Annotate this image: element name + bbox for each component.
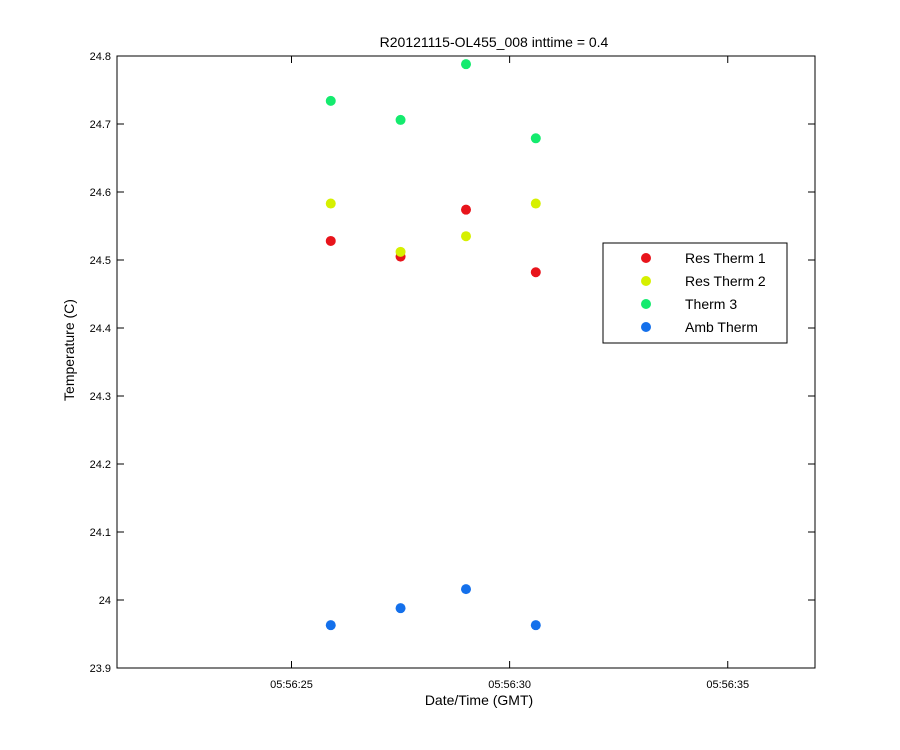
- data-point-series-3: [325, 95, 336, 106]
- x-tick-label: 05:56:35: [706, 679, 749, 691]
- y-tick-label: 24.1: [90, 527, 111, 539]
- y-axis-ticks: 23.9 24 24.1 24.2 24.3 24.4 24.5 24.6 24.7 24.8: [90, 51, 815, 675]
- x-tick-label: 05:56:25: [270, 679, 313, 691]
- y-tick-label: 24.8: [90, 51, 111, 63]
- legend: Res Therm 1 Res Therm 2 Therm 3 Amb Therm: [602, 242, 788, 344]
- data-point-series-4: [530, 620, 541, 631]
- data-point-series-4: [395, 603, 406, 614]
- data-point-series-3: [530, 133, 541, 144]
- y-tick-label: 24.4: [90, 323, 111, 335]
- data-point-series-4: [461, 584, 471, 595]
- y-tick-label: 24: [99, 595, 111, 607]
- data-points: [325, 59, 541, 631]
- y-tick-label: 23.9: [90, 663, 111, 675]
- data-point-series-3: [461, 59, 471, 70]
- legend-marker: [641, 322, 651, 332]
- chart-title: R20121115-OL455_008 inttime = 0.4: [380, 34, 609, 50]
- legend-marker: [641, 253, 651, 263]
- legend-label: Therm 3: [685, 296, 737, 312]
- data-point-series-2: [395, 246, 406, 257]
- legend-label: Res Therm 2: [685, 273, 766, 289]
- data-point-series-2: [461, 231, 471, 242]
- legend-marker: [641, 276, 651, 286]
- legend-label: Res Therm 1: [685, 250, 766, 266]
- y-tick-label: 24.2: [90, 459, 111, 471]
- data-point-series-1: [325, 235, 336, 246]
- data-point-series-3: [395, 114, 406, 125]
- x-axis-label: Date/Time (GMT): [425, 692, 533, 708]
- data-point-series-1: [461, 204, 471, 215]
- data-point-series-1: [530, 267, 541, 278]
- data-point-series-4: [325, 620, 336, 631]
- y-tick-label: 24.5: [90, 255, 111, 267]
- plot-area: [116, 55, 816, 669]
- legend-box: [602, 242, 788, 344]
- x-tick-label: 05:56:30: [488, 679, 531, 691]
- legend-marker: [641, 299, 651, 309]
- y-tick-label: 24.7: [90, 119, 111, 131]
- y-axis-label: Temperature (C): [61, 299, 77, 401]
- x-axis-ticks: 05:56:25 05:56:30 05:56:35: [270, 56, 749, 691]
- data-point-series-2: [530, 198, 541, 209]
- y-tick-label: 24.3: [90, 391, 111, 403]
- legend-label: Amb Therm: [685, 319, 758, 335]
- data-point-series-2: [325, 198, 336, 209]
- y-tick-label: 24.6: [90, 187, 111, 199]
